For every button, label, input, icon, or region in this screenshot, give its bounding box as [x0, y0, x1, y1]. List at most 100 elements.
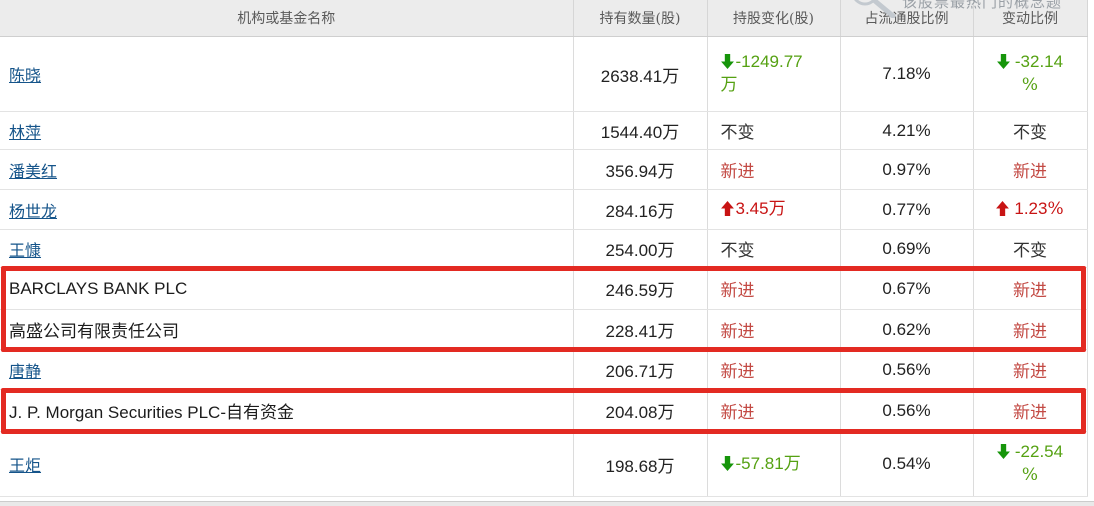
- quantity-value: 284.16万: [605, 202, 675, 221]
- holder-name-link[interactable]: 陈晓: [9, 66, 42, 85]
- table-row: 林萍 1544.40万 不变 4.21% 不变: [0, 111, 1088, 150]
- holder-name-link[interactable]: 潘美红: [9, 161, 58, 181]
- table-row: 陈晓 2638.41万 -1249.77 万 7.18% -32.14%: [0, 36, 1088, 112]
- col-header-ratio: 占流通股比例: [839, 0, 973, 37]
- quantity-value: 246.59万: [605, 281, 675, 300]
- decrease-value: -22.54%: [996, 440, 1064, 488]
- table-row: 唐静 206.71万 新进 0.56% 新进: [0, 349, 1088, 390]
- holder-name-link[interactable]: 王炬: [9, 456, 42, 475]
- delta-cell: 不变: [972, 111, 1088, 150]
- holder-name-link[interactable]: 林萍: [9, 122, 42, 142]
- name-cell: J. P. Morgan Securities PLC-自有资金: [0, 389, 573, 432]
- holder-name-link[interactable]: 杨世龙: [9, 201, 58, 221]
- new-entry-label: 新进: [1013, 362, 1047, 382]
- delta-cell: 新进: [972, 349, 1088, 390]
- change-cell: 新进: [706, 267, 840, 310]
- holder-name-text: J. P. Morgan Securities PLC-自有资金: [9, 403, 294, 422]
- change-cell: 新进: [706, 309, 840, 350]
- no-change-label: 不变: [720, 241, 755, 261]
- hot-concept-link[interactable]: 该股票最热门的概念题: [902, 0, 1063, 11]
- quantity-cell: 206.71万: [572, 349, 707, 390]
- change-cell: -1249.77 万: [706, 36, 840, 112]
- quantity-cell: 254.00万: [572, 229, 707, 268]
- quantity-cell: 1544.40万: [572, 111, 707, 150]
- down-arrow-icon: [720, 455, 734, 471]
- new-entry-label: 新进: [1013, 281, 1047, 301]
- ratio-value: 0.67%: [882, 278, 931, 298]
- ratio-cell: 0.69%: [839, 229, 973, 268]
- ratio-value: 0.54%: [882, 454, 931, 473]
- quantity-value: 356.94万: [605, 162, 675, 181]
- holder-name-link[interactable]: 王慷: [9, 240, 42, 260]
- move-amount: -22.54: [1014, 441, 1064, 461]
- quantity-value: 1544.40万: [600, 123, 680, 142]
- ratio-value: 0.56%: [882, 400, 931, 420]
- holder-name-text: 高盛公司有限责任公司: [9, 322, 179, 341]
- ratio-value: 7.18%: [882, 64, 931, 83]
- new-entry-label: 新进: [1013, 162, 1047, 182]
- move-unit: 万: [783, 453, 801, 474]
- holder-name-link[interactable]: 唐静: [9, 361, 42, 381]
- new-entry-label: 新进: [1013, 322, 1047, 342]
- move-amount: 1.23: [1014, 199, 1048, 219]
- name-cell: 王炬: [0, 431, 573, 497]
- ratio-value: 0.56%: [882, 359, 931, 379]
- change-cell: 新进: [706, 349, 840, 390]
- name-cell: 林萍: [0, 111, 573, 150]
- change-cell: 新进: [706, 389, 840, 432]
- quantity-value: 254.00万: [605, 241, 675, 260]
- quantity-cell: 198.68万: [572, 431, 707, 497]
- table-row: 王慷 254.00万 不变 0.69% 不变: [0, 229, 1088, 268]
- quantity-value: 204.08万: [605, 403, 675, 422]
- quantity-value: 228.41万: [605, 322, 675, 341]
- col-header-name: 机构或基金名称: [0, 0, 573, 37]
- quantity-value: 198.68万: [605, 456, 675, 476]
- holder-name-text: BARCLAYS BANK PLC: [9, 278, 188, 298]
- decrease-value: -32.14%: [996, 50, 1064, 98]
- ratio-cell: 0.77%: [839, 189, 973, 230]
- move-unit: %: [1047, 199, 1064, 220]
- delta-cell: -22.54%: [972, 431, 1088, 497]
- name-cell: 潘美红: [0, 149, 573, 190]
- ratio-value: 0.97%: [882, 159, 931, 179]
- change-cell: 新进: [706, 149, 840, 190]
- header-row: 机构或基金名称 持有数量(股) 持股变化(股) 占流通股比例 变动比例: [0, 0, 1088, 37]
- decrease-value: -57.81万: [720, 452, 801, 477]
- quantity-cell: 204.08万: [572, 389, 707, 432]
- name-cell: 杨世龙: [0, 189, 573, 230]
- ratio-cell: 0.97%: [839, 149, 973, 190]
- name-cell: 陈晓: [0, 36, 573, 112]
- no-change-label: 不变: [1013, 241, 1047, 261]
- holdings-table: 机构或基金名称 持有数量(股) 持股变化(股) 占流通股比例 变动比例 陈晓 2…: [0, 0, 1088, 497]
- delta-cell: 不变: [972, 229, 1088, 268]
- new-entry-label: 新进: [1013, 403, 1047, 423]
- page-bottom-divider: [0, 501, 1094, 506]
- delta-cell: -32.14%: [972, 36, 1088, 112]
- name-cell: BARCLAYS BANK PLC: [0, 267, 573, 310]
- ratio-value: 0.69%: [882, 238, 931, 258]
- down-arrow-icon: [720, 53, 734, 69]
- table-row: BARCLAYS BANK PLC 246.59万 新进 0.67% 新进: [0, 267, 1088, 310]
- move-unit: 万: [720, 75, 738, 96]
- delta-cell: 1.23%: [972, 189, 1088, 230]
- new-entry-label: 新进: [720, 362, 755, 382]
- delta-cell: 新进: [972, 149, 1088, 190]
- col-header-quantity: 持有数量(股): [572, 0, 707, 37]
- name-cell: 唐静: [0, 349, 573, 390]
- new-entry-label: 新进: [720, 281, 755, 301]
- change-cell: 不变: [706, 229, 840, 268]
- new-entry-label: 新进: [720, 322, 755, 342]
- quantity-cell: 356.94万: [572, 149, 707, 190]
- move-unit: %: [1021, 465, 1039, 486]
- quantity-cell: 284.16万: [572, 189, 707, 230]
- up-arrow-icon: [720, 201, 734, 217]
- up-arrow-icon: [996, 201, 1010, 217]
- ratio-cell: 0.62%: [839, 309, 973, 350]
- move-amount: -32.14: [1014, 51, 1064, 71]
- move-unit: 万: [768, 199, 786, 220]
- magnifier-icon: [854, 0, 896, 18]
- table-row: J. P. Morgan Securities PLC-自有资金 204.08万…: [0, 389, 1088, 432]
- delta-cell: 新进: [972, 267, 1088, 310]
- no-change-label: 不变: [1013, 123, 1047, 143]
